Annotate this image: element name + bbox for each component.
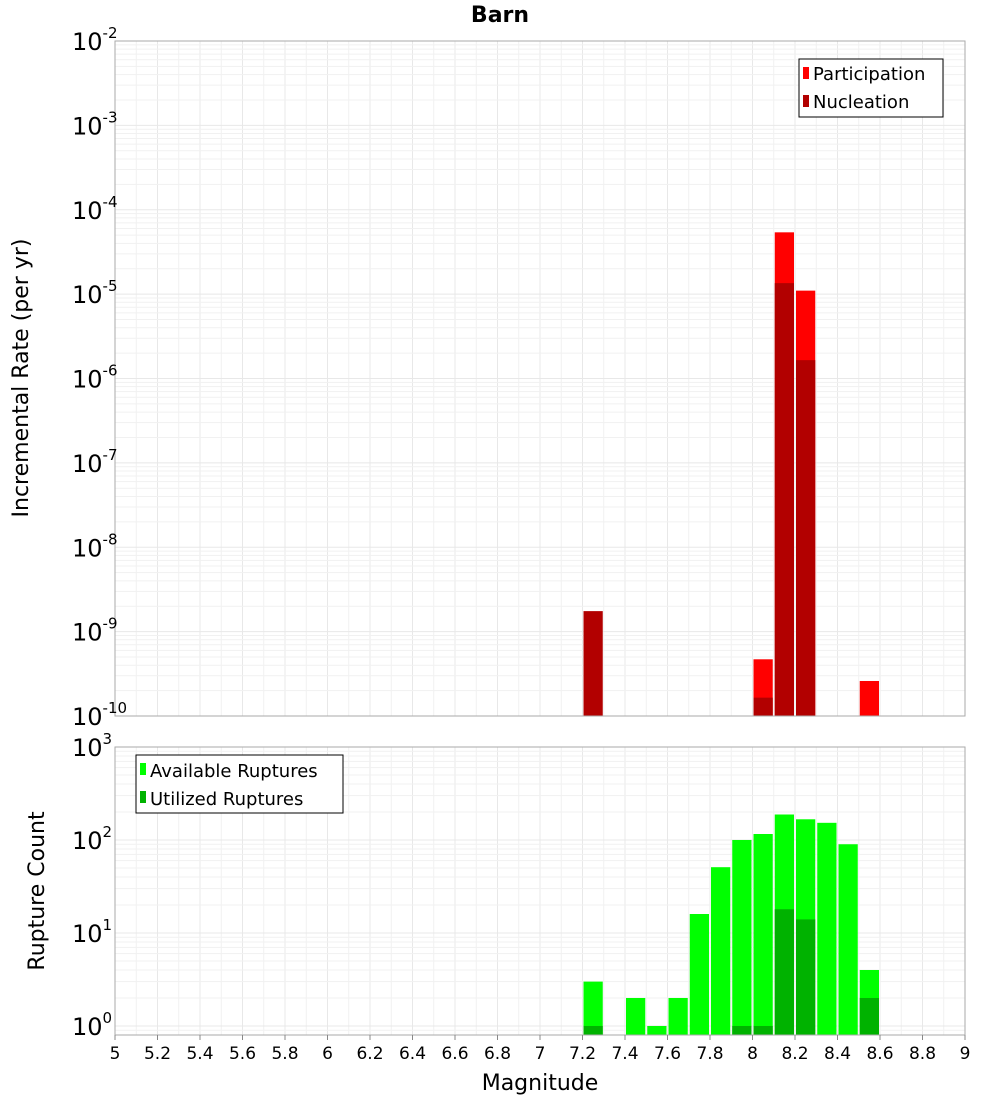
- bar-nucleation: [796, 360, 816, 716]
- bottom-y-axis-label: Rupture Count: [25, 811, 50, 971]
- y-tick-label: 10-5: [72, 277, 118, 309]
- bar-available-ruptures: [753, 834, 773, 1035]
- bar-nucleation: [753, 697, 773, 716]
- y-tick-label: 101: [72, 916, 112, 948]
- top-grid: [114, 40, 966, 717]
- x-ticks: 5 5.2 5.4 5.6 5.8 6 6.2 6.4 6.6 6.8 7 7.2 7.4 7.6 7.8 8…: [110, 1035, 971, 1064]
- bar-utilized-ruptures: [583, 1025, 603, 1035]
- legend-label-participation: Participation: [813, 64, 925, 85]
- legend-swatch-nucleation: [803, 95, 809, 107]
- top-y-axis-label: Incremental Rate (per yr): [9, 239, 34, 518]
- y-tick-label: 10-3: [72, 108, 118, 140]
- x-tick-label: 7.4: [611, 1044, 638, 1064]
- x-tick-label: 6: [322, 1044, 333, 1064]
- x-tick-label: 5.4: [186, 1044, 213, 1064]
- bottom-bars: [583, 814, 879, 1035]
- y-tick-label: 10-7: [72, 446, 118, 478]
- top-legend: Participation Nucleation: [798, 58, 944, 118]
- bar-available-ruptures: [732, 839, 752, 1035]
- chart-title: Barn: [471, 3, 529, 28]
- bar-available-ruptures: [583, 981, 603, 1035]
- x-tick-label: 6.2: [356, 1044, 383, 1064]
- legend-label-nucleation: Nucleation: [813, 92, 909, 113]
- bar-utilized-ruptures: [753, 1025, 773, 1035]
- x-tick-label: 9: [960, 1044, 971, 1064]
- y-tick-label: 100: [72, 1009, 112, 1041]
- x-tick-label: 7.2: [569, 1044, 596, 1064]
- x-tick-label: 7.6: [654, 1044, 681, 1064]
- y-tick-label: 102: [72, 823, 112, 855]
- legend-label-available: Available Ruptures: [150, 761, 318, 782]
- x-tick-label: 5.8: [271, 1044, 298, 1064]
- y-tick-label: 10-2: [72, 24, 118, 56]
- bar-available-ruptures: [689, 914, 709, 1035]
- legend-swatch-utilized: [140, 791, 146, 803]
- bottom-legend: Available Ruptures Utilized Ruptures: [135, 754, 344, 814]
- x-tick-label: 6.8: [484, 1044, 511, 1064]
- x-tick-label: 8: [747, 1044, 758, 1064]
- y-tick-label: 10-10: [72, 699, 127, 731]
- bar-participation: [859, 680, 879, 716]
- bar-utilized-ruptures: [732, 1025, 752, 1035]
- x-tick-label: 5.2: [144, 1044, 171, 1064]
- x-tick-label: 6.4: [399, 1044, 426, 1064]
- bar-utilized-ruptures: [774, 909, 794, 1035]
- y-tick-label: 10-6: [72, 362, 118, 394]
- bar-nucleation: [774, 283, 794, 716]
- x-tick-label: 8.4: [824, 1044, 851, 1064]
- y-tick-label: 10-4: [72, 193, 118, 225]
- y-tick-label: 103: [72, 730, 112, 762]
- y-tick-label: 10-9: [72, 615, 118, 647]
- bar-available-ruptures: [817, 822, 837, 1035]
- bar-utilized-ruptures: [796, 919, 816, 1035]
- bar-nucleation: [583, 611, 603, 716]
- bar-available-ruptures: [838, 844, 858, 1035]
- bar-utilized-ruptures: [859, 997, 879, 1035]
- legend-label-utilized: Utilized Ruptures: [150, 789, 303, 810]
- x-tick-label: 8.8: [909, 1044, 936, 1064]
- top-y-ticks: 10-2 10-3 10-4 10-5 10-6 10-7 10-8 10-9 10-10: [72, 24, 127, 731]
- bottom-legend-box: [135, 754, 344, 814]
- top-plot-border: [114, 40, 966, 717]
- x-axis-label: Magnitude: [482, 1071, 599, 1096]
- bar-available-ruptures: [711, 867, 731, 1035]
- x-tick-label: 8.2: [781, 1044, 808, 1064]
- x-tick-label: 7: [535, 1044, 546, 1064]
- x-tick-label: 6.6: [441, 1044, 468, 1064]
- x-tick-label: 8.6: [866, 1044, 893, 1064]
- x-tick-label: 5: [110, 1044, 121, 1064]
- bar-available-ruptures: [668, 997, 688, 1035]
- legend-swatch-available: [140, 763, 146, 775]
- x-tick-label: 5.6: [229, 1044, 256, 1064]
- y-tick-label: 10-8: [72, 530, 118, 562]
- bar-available-ruptures: [647, 1025, 667, 1035]
- bottom-y-ticks: 103 102 101 100: [72, 730, 112, 1041]
- x-tick-label: 7.8: [696, 1044, 723, 1064]
- top-legend-box: [798, 58, 944, 118]
- top-bars: [583, 232, 879, 716]
- bar-available-ruptures: [626, 997, 646, 1035]
- legend-swatch-participation: [803, 67, 809, 79]
